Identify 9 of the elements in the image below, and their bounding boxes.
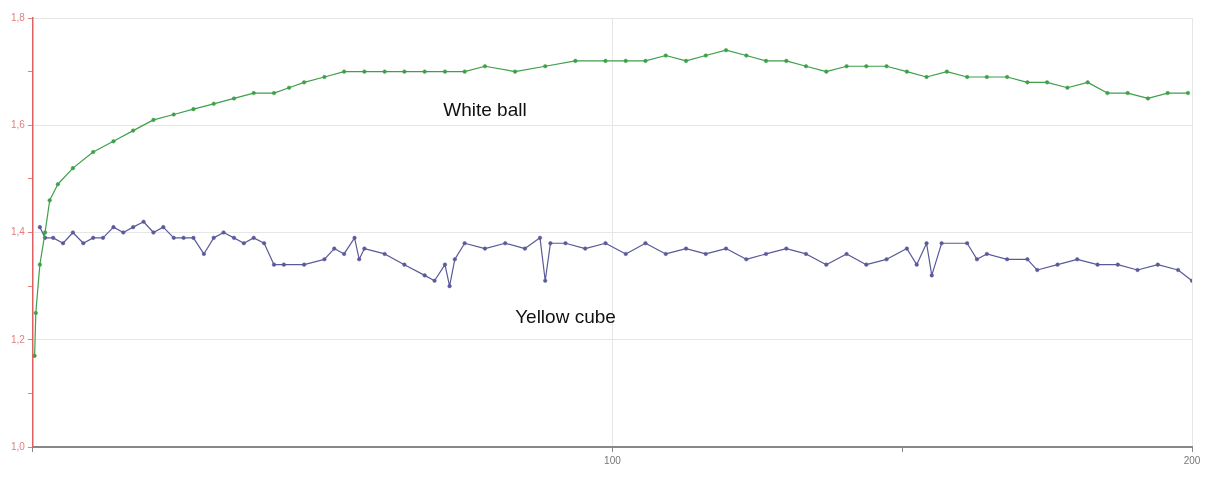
- y-tick-label: 1,4: [11, 226, 26, 238]
- x-tick-label: 200: [1183, 454, 1201, 466]
- x-tick-label: 100: [604, 454, 622, 466]
- y-tick-label: 1,0: [11, 440, 26, 452]
- series-label: White ball: [443, 99, 527, 121]
- y-tick-label: 1,2: [11, 333, 26, 345]
- y-tick-label: 1,6: [11, 119, 26, 130]
- y-tick-label: 1,8: [11, 11, 26, 23]
- text: Yellow cube: [515, 306, 616, 328]
